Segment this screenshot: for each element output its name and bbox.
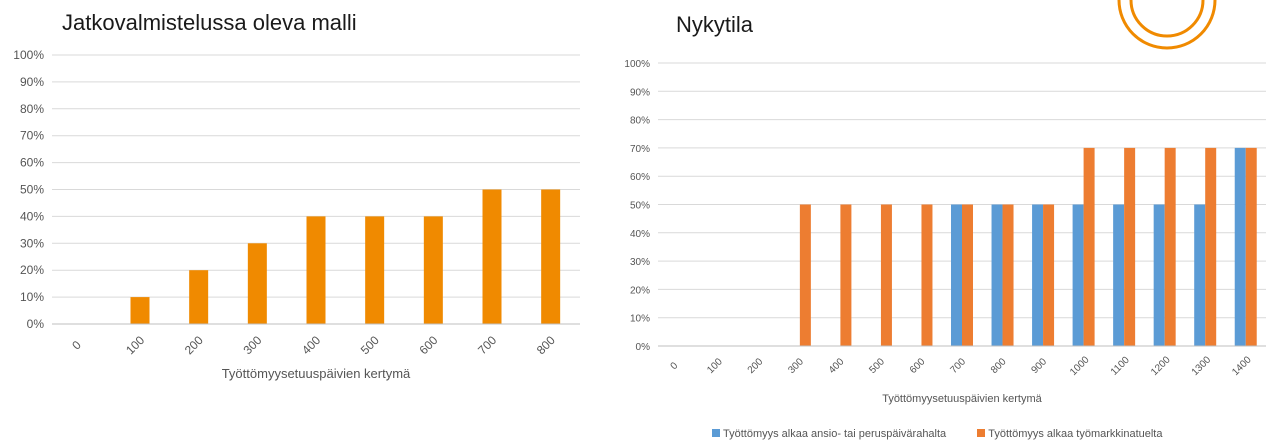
right-bar [1205,147,1217,346]
right-bar [1234,147,1246,346]
right-x-tick-label: 700 [948,356,968,376]
right-bar [921,204,933,346]
legend-label-series-2: Työttömyys alkaa työmarkkinatuelta [988,428,1163,440]
chart-left-title: Jatkovalmistelussa oleva malli [62,10,357,35]
left-x-tick-label: 300 [240,333,264,357]
right-y-tick-label: 80% [630,116,650,127]
right-x-tick-label: 0 [669,360,681,372]
right-y-tick-label: 30% [630,257,650,268]
left-bar [482,189,502,324]
right-x-tick-label: 400 [827,356,847,376]
left-y-tick-label: 30% [20,236,44,250]
chart-right-legend: Työttömyys alkaa ansio- tai peruspäivära… [712,428,1190,440]
left-bar [306,216,326,324]
right-bar [991,204,1003,346]
right-x-tick-label: 600 [908,356,928,376]
left-x-tick-label: 0 [69,338,84,353]
right-x-tick-label: 200 [746,356,766,376]
legend-label-series-1: Työttömyys alkaa ansio- tai peruspäivära… [723,428,947,440]
legend-item-series-2: Työttömyys alkaa työmarkkinatuelta [977,428,1162,440]
left-x-tick-label: 100 [123,333,147,357]
left-x-tick-label: 500 [358,333,382,357]
right-bar [880,204,892,346]
right-y-tick-label: 0% [636,342,651,353]
right-bar [1002,204,1014,346]
left-x-axis-title: Työttömyysetuuspäivien kertymä [222,366,411,381]
right-x-tick-label: 900 [1030,356,1050,376]
right-bar [1194,204,1206,346]
right-y-tick-label: 70% [630,144,650,155]
right-bar [962,204,973,346]
left-bar [423,216,443,324]
right-bar [1245,147,1257,346]
right-y-tick-label: 60% [630,172,650,183]
left-y-tick-label: 40% [20,209,44,223]
right-bar [799,204,811,346]
right-y-tick-label: 20% [630,285,650,296]
left-y-tick-label: 60% [20,156,44,170]
chart-right-title: Nykytila [676,12,754,37]
left-bar [130,297,150,324]
right-bar [1043,204,1055,346]
left-y-tick-label: 10% [20,290,44,304]
right-x-tick-label: 1300 [1190,354,1214,378]
left-x-tick-label: 200 [182,333,206,357]
right-bar [1153,204,1165,346]
rings-logo-icon [1117,0,1217,50]
right-x-tick-label: 100 [705,356,725,376]
right-x-tick-label: 300 [786,356,806,376]
left-y-tick-label: 100% [13,48,44,62]
left-y-tick-label: 70% [20,129,44,143]
legend-swatch-series-2 [977,429,986,437]
left-bar [365,216,385,324]
chart-right: 0% 10% 20% 30% 40% 50% 60% 70% 80% 90% 100% 0 100 200… [624,59,1266,405]
right-x-tick-label: 1200 [1149,354,1173,378]
right-y-tick-label: 40% [630,229,650,240]
right-x-tick-label: 1100 [1109,354,1132,377]
right-bar [1164,147,1176,346]
legend-item-series-1: Työttömyys alkaa ansio- tai peruspäivära… [712,428,946,440]
left-bar [247,243,267,324]
left-y-tick-label: 90% [20,75,44,89]
right-x-axis-title: Työttömyysetuuspäivien kertymä [882,393,1042,405]
right-x-tick-label: 500 [867,356,887,376]
left-x-tick-label: 700 [475,333,499,357]
right-bar [951,204,962,346]
left-bar [189,270,209,324]
left-y-tick-label: 0% [27,317,45,331]
right-bar [1124,147,1136,346]
right-x-tick-label: 1400 [1230,354,1254,378]
right-bar [840,204,852,346]
chart-left: 0% 10% 20% 30% 40% 50% 60% 70% 80% 90% 100% 0 100 200… [13,48,580,381]
legend-swatch-series-1 [712,429,720,437]
left-x-tick-label: 400 [299,333,323,357]
right-y-tick-label: 90% [630,87,650,98]
right-bar [1032,204,1044,346]
left-bar [541,189,561,324]
left-y-tick-label: 50% [20,183,44,197]
left-x-tick-label: 800 [534,333,558,357]
right-y-tick-label: 50% [630,201,650,212]
right-bar [1083,147,1095,346]
right-x-tick-label: 800 [989,356,1009,376]
left-y-tick-label: 20% [20,263,44,277]
right-y-tick-label: 100% [624,59,650,70]
right-bar [1072,204,1084,346]
left-x-tick-label: 600 [416,333,440,357]
right-x-tick-label: 1000 [1068,354,1092,378]
right-y-tick-label: 10% [630,314,650,325]
right-bar [1113,204,1125,346]
left-y-tick-label: 80% [20,102,44,116]
